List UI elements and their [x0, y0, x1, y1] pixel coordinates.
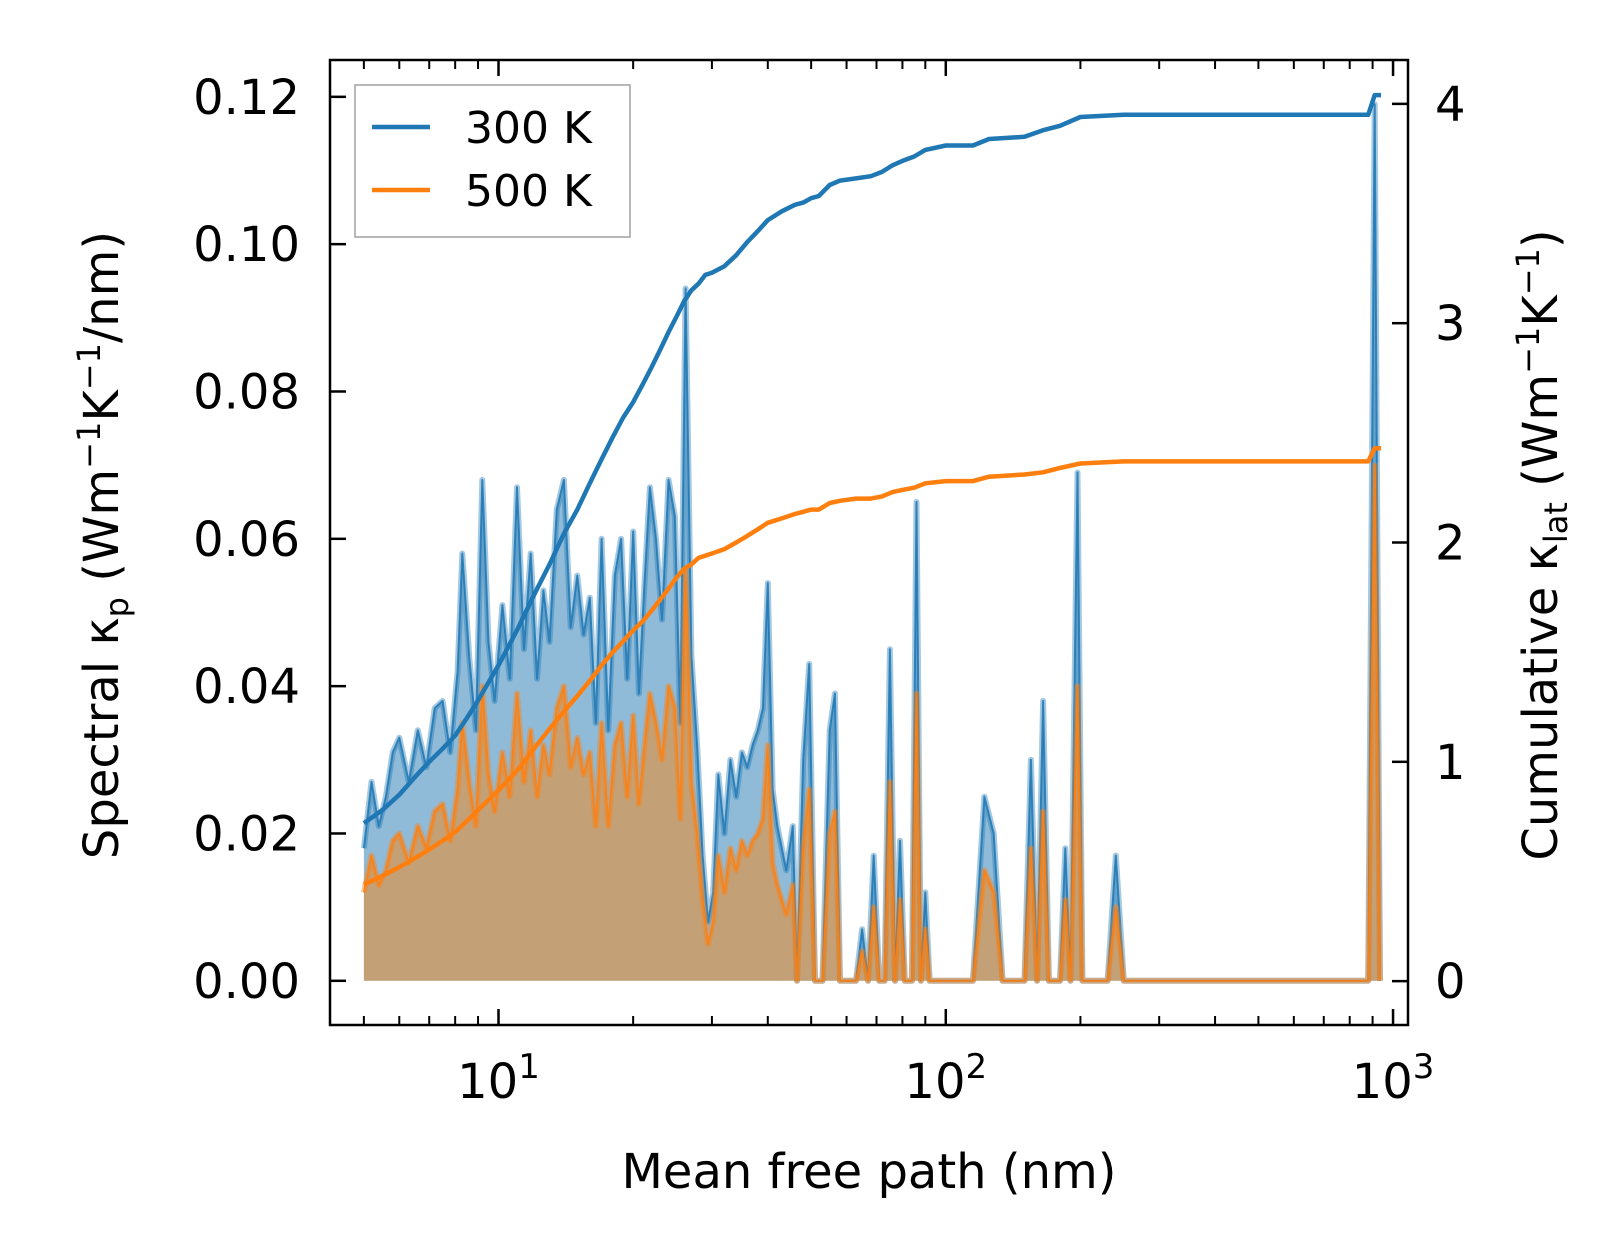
y-axis-right-label: Cumulative κlat (Wm−1K−1): [1509, 229, 1575, 860]
legend-box: [354, 84, 631, 238]
x-tick-label-exp: 3: [1413, 1047, 1435, 1087]
y-right-tick-label: 4: [1435, 77, 1466, 133]
y-left-tick-label: 0.12: [193, 70, 300, 126]
y-left-label-sub: p: [98, 597, 136, 617]
x-axis-label: Mean free path (nm): [622, 1144, 1117, 1200]
spectral-line-300k: [362, 103, 1381, 982]
y-right-label-pre: Cumulative κ: [1513, 543, 1569, 861]
x-tick-label: 102: [904, 1047, 987, 1110]
y-right-tick-label: 1: [1435, 735, 1466, 791]
y-right-label-unit-open: (Wm: [1513, 374, 1569, 502]
y-axis-left-label: Spectral κp (Wm−1K−1/nm): [70, 231, 136, 859]
y-left-tick-label: 0.04: [193, 659, 300, 715]
y-left-tick-label: 0.06: [193, 512, 300, 568]
spectral-fill-500k: [363, 465, 1380, 981]
y-right-tick-label: 2: [1435, 516, 1466, 572]
legend: 300 K 500 K: [354, 84, 631, 238]
x-tick-label-base: 10: [1352, 1054, 1413, 1110]
x-tick-label: 101: [457, 1047, 540, 1110]
x-tick-label: 103: [1352, 1047, 1435, 1110]
axis-ticks: 101 102 1030.000.020.040.060.080.100.12012…: [193, 60, 1466, 1110]
x-tick-label-base: 10: [457, 1054, 518, 1110]
legend-label-300k: 300 K: [465, 103, 593, 154]
y-left-tick-label: 0.08: [193, 364, 300, 420]
y-right-label-sup2: −1: [1509, 248, 1547, 295]
series-lines: [362, 92, 1381, 887]
y-right-label-mid: K: [1513, 294, 1569, 327]
y-left-label-pre: Spectral κ: [74, 617, 130, 859]
y-left-label-sup2: −1: [70, 343, 108, 390]
y-left-tick-label: 0.10: [193, 217, 300, 273]
y-right-tick-label: 0: [1435, 954, 1466, 1010]
x-tick-label-exp: 1: [518, 1047, 540, 1087]
legend-label-500k: 500 K: [465, 166, 593, 217]
spectral-fills: [360, 101, 1383, 984]
y-right-label-sup1: −1: [1509, 327, 1547, 374]
y-left-label-mid: K: [74, 389, 130, 422]
cumulative-line-300k: [362, 92, 1381, 826]
y-left-label-unit-open: (Wm: [74, 469, 130, 597]
y-left-label-unit-close: /nm): [74, 231, 130, 343]
y-right-label-unit-close: ): [1513, 229, 1569, 248]
y-left-label-sup1: −1: [70, 422, 108, 469]
cumulative-line-500k: [362, 445, 1381, 887]
y-left-tick-label: 0.00: [193, 954, 300, 1010]
y-left-tick-label: 0.02: [193, 806, 300, 862]
spectral-line-500k: [362, 464, 1381, 982]
y-right-tick-label: 3: [1435, 296, 1466, 352]
x-tick-label-base: 10: [904, 1054, 965, 1110]
x-tick-label-exp: 2: [965, 1047, 987, 1087]
y-right-label-sub: lat: [1537, 502, 1575, 543]
